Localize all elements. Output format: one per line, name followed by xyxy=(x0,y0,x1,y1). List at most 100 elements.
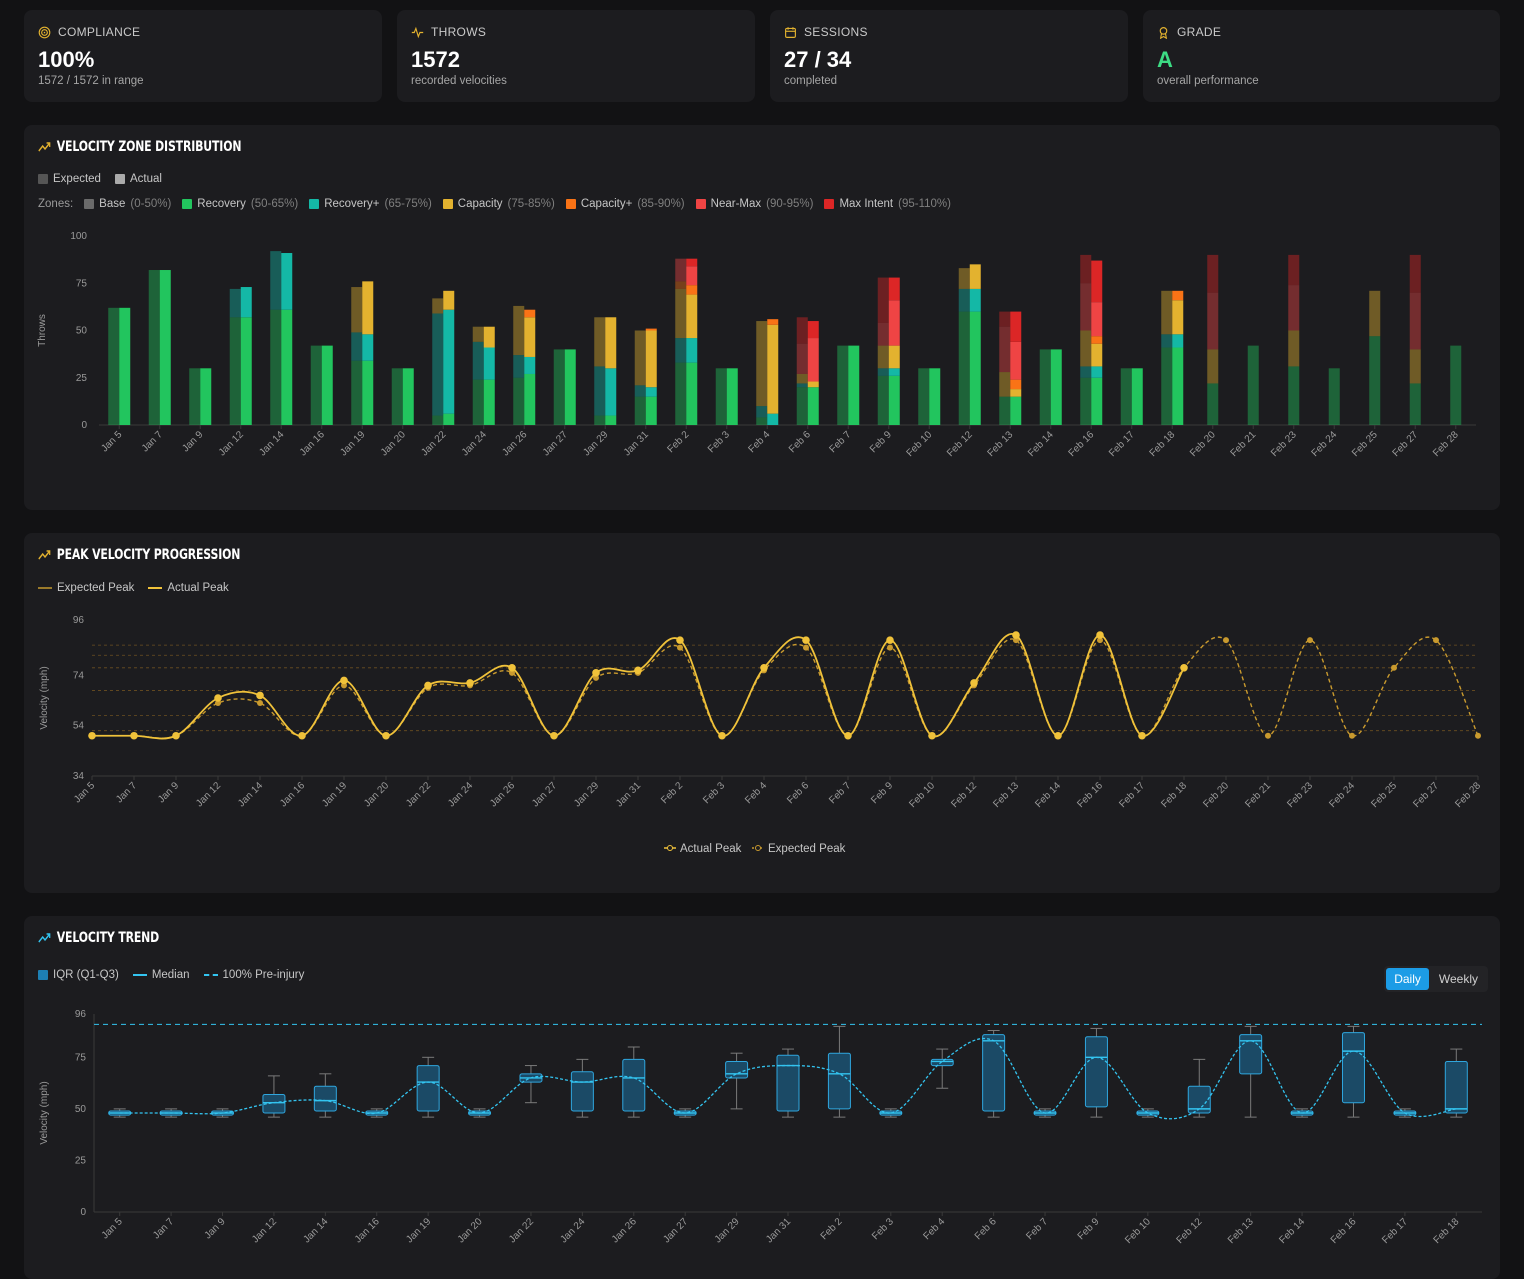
x-tick-label: Jan 9 xyxy=(156,780,181,805)
expected-bar-segment xyxy=(1409,254,1421,293)
expected-peak-point xyxy=(1475,732,1481,739)
y-tick-label: 75 xyxy=(76,278,88,289)
actual-peak-point xyxy=(214,694,222,702)
expected-bar-segment xyxy=(1080,366,1092,378)
actual-bar-segment xyxy=(645,387,657,397)
bottom-legend-actual-marker xyxy=(667,845,673,851)
iqr-box xyxy=(982,1034,1006,1112)
expected-bar-segment xyxy=(1080,330,1092,367)
iqr-box xyxy=(1239,1034,1263,1075)
actual-bar-segment xyxy=(686,294,698,339)
x-tick-label: Feb 3 xyxy=(706,429,732,455)
expected-bar-segment xyxy=(148,270,160,425)
stat-card-throws: THROWS 1572 recorded velocities xyxy=(397,10,755,102)
x-tick-label: Jan 29 xyxy=(572,780,601,809)
award-icon xyxy=(1159,26,1168,39)
trending-up-icon xyxy=(38,933,51,943)
panel-title: PEAK VELOCITY PROGRESSION xyxy=(38,547,240,563)
x-tick-label: Jan 27 xyxy=(530,780,559,809)
zone-name: Max Intent xyxy=(839,198,894,210)
legend-swatch xyxy=(442,199,453,209)
legend-swatch xyxy=(132,974,147,976)
actual-bar-segment xyxy=(1172,300,1184,335)
y-tick-label: 50 xyxy=(76,326,88,337)
iqr-box xyxy=(1444,1060,1468,1114)
zone-range: (95-110%) xyxy=(898,198,951,210)
legend-zone-max-intent[interactable]: Max Intent (95-110%) xyxy=(824,198,951,210)
toggle-weekly-button[interactable]: Weekly xyxy=(1438,972,1478,986)
legend-zone-recovery-plus[interactable]: Recovery+ (65-75%) xyxy=(309,198,432,210)
y-tick-label: 96 xyxy=(75,1009,87,1020)
legend-zone-base[interactable]: Base (0-50%) xyxy=(84,198,171,210)
x-tick-label: Jan 7 xyxy=(151,1216,176,1241)
expected-bar-segment xyxy=(999,396,1011,425)
actual-bar-segment xyxy=(807,381,819,388)
x-tick-label: Feb 9 xyxy=(868,429,894,455)
trending-up-icon xyxy=(38,550,51,560)
x-tick-label: Feb 18 xyxy=(1148,429,1178,459)
actual-bar-segment xyxy=(524,373,536,425)
actual-peak-point xyxy=(1180,664,1188,672)
iqr-box xyxy=(1341,1032,1365,1104)
actual-bar-segment xyxy=(1091,366,1103,378)
expected-bar-segment xyxy=(1161,334,1173,348)
expected-peak-point xyxy=(1013,637,1019,644)
actual-bar-segment xyxy=(686,285,698,295)
legend-expected-peak[interactable]: Expected Peak xyxy=(38,582,134,594)
legend-median[interactable]: Median xyxy=(132,969,190,981)
x-tick-label: Feb 10 xyxy=(1123,1216,1153,1246)
stat-label: SESSIONS xyxy=(784,25,868,39)
expected-peak-point xyxy=(1391,664,1397,671)
expected-bar-segment xyxy=(999,372,1011,397)
expected-bar-segment xyxy=(351,287,363,333)
actual-bar-segment xyxy=(969,311,981,425)
panel-title-text: PEAK VELOCITY PROGRESSION xyxy=(56,547,241,563)
actual-peak-point xyxy=(592,669,600,677)
legend-actual[interactable]: Actual xyxy=(114,173,162,185)
expected-bar-segment xyxy=(1409,383,1421,425)
legend-zone-capacity[interactable]: Capacity (75-85%) xyxy=(442,198,555,210)
legend-zone-capacity-plus[interactable]: Capacity+ (85-90%) xyxy=(565,198,685,210)
stat-label-text: COMPLIANCE xyxy=(58,25,141,39)
legend-expected[interactable]: Expected xyxy=(38,173,101,185)
actual-bar-segment xyxy=(362,360,374,425)
expected-bar-segment xyxy=(999,326,1011,373)
x-tick-label: Jan 7 xyxy=(140,429,165,454)
peak-velocity-chart: 34 54 74 96 Velocity (mph) Jan 5 Jan 7 Jan 9 Jan… xyxy=(39,615,1483,855)
x-tick-label: Jan 20 xyxy=(456,1216,485,1245)
legend-label: Expected Peak xyxy=(57,582,135,594)
legend-iqr[interactable]: IQR (Q1-Q3) xyxy=(38,969,119,981)
legend-swatch xyxy=(565,199,576,209)
expected-actual-legend: Expected Actual xyxy=(38,173,162,185)
x-tick-label: Jan 16 xyxy=(298,429,327,458)
x-tick-label: Feb 13 xyxy=(1226,1216,1256,1246)
expected-peak-point xyxy=(1097,637,1103,644)
x-tick-label: Jan 12 xyxy=(194,780,223,809)
x-tick-label: Feb 16 xyxy=(1067,429,1097,459)
x-tick-label: Feb 12 xyxy=(945,429,975,459)
x-tick-label: Jan 31 xyxy=(614,780,643,809)
legend-actual-peak[interactable]: Actual Peak xyxy=(148,582,229,594)
legend-zone-near-max[interactable]: Near-Max (90-95%) xyxy=(695,198,813,210)
y-tick-label: 74 xyxy=(73,670,85,681)
actual-peak-point xyxy=(424,681,432,690)
x-tick-label: Feb 2 xyxy=(666,429,692,455)
actual-bar-segment xyxy=(686,258,698,267)
actual-bar-segment xyxy=(524,317,536,357)
actual-bar-segment xyxy=(524,356,536,374)
legend-preinjury[interactable]: 100% Pre-injury xyxy=(203,969,304,981)
expected-bar-segment xyxy=(1409,349,1421,384)
actual-bar-segment xyxy=(1050,349,1062,425)
iqr-box xyxy=(262,1093,286,1114)
actual-bar-segment xyxy=(767,413,779,425)
x-tick-label: Feb 21 xyxy=(1243,780,1273,810)
expected-bar-segment xyxy=(958,268,970,289)
toggle-daily-button[interactable]: Daily xyxy=(1386,968,1429,990)
legend-zone-recovery[interactable]: Recovery (50-65%) xyxy=(182,198,298,210)
legend-swatch xyxy=(38,970,48,980)
zone-name: Recovery xyxy=(197,198,246,210)
actual-bar-segment xyxy=(888,368,900,376)
legend-swatch xyxy=(203,974,218,976)
actual-peak-point xyxy=(634,666,642,675)
peak-legend: Expected Peak Actual Peak xyxy=(38,582,229,594)
